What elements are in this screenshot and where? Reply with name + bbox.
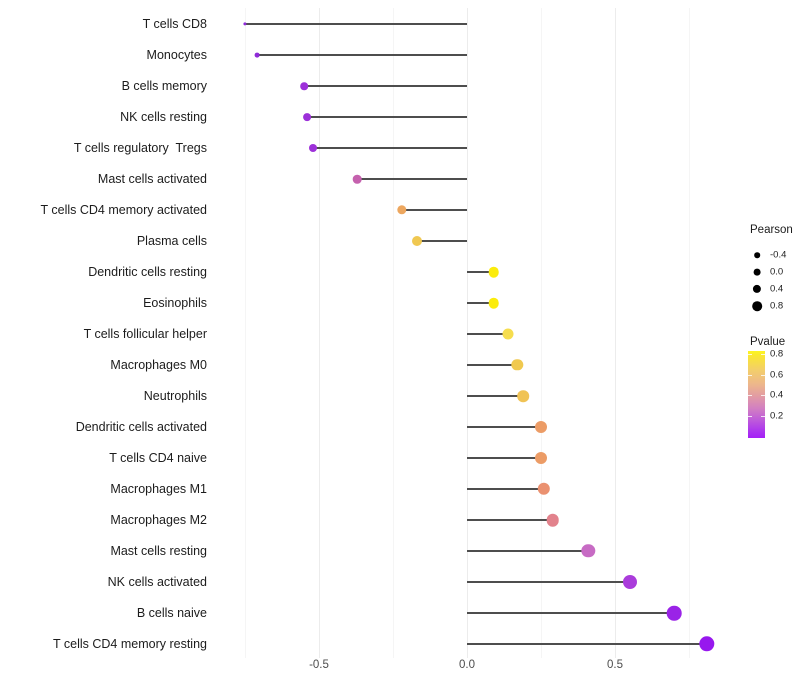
lollipop-stem — [357, 178, 467, 180]
size-legend-dot — [754, 252, 760, 258]
gridline-major — [319, 8, 320, 658]
colorbar-tick — [761, 375, 765, 376]
size-legend-title: Pearson — [750, 224, 793, 236]
category-label: T cells CD4 memory resting — [53, 637, 207, 651]
lollipop-dot — [411, 236, 422, 246]
lollipop-stem — [467, 302, 494, 304]
lollipop-dot — [622, 575, 637, 589]
lollipop-dot — [303, 113, 312, 121]
lollipop-dot — [309, 144, 318, 152]
lollipop-dot — [502, 328, 514, 340]
lollipop-stem — [467, 488, 544, 490]
category-label: T cells CD4 naive — [109, 451, 207, 465]
lollipop-dot — [243, 22, 247, 26]
category-label: NK cells activated — [107, 575, 207, 589]
lollipop-stem — [467, 271, 494, 273]
lollipop-dot — [546, 513, 560, 527]
x-axis-tick-label: -0.5 — [309, 659, 329, 671]
category-label: T cells CD4 memory activated — [40, 203, 208, 217]
lollipop-stem — [467, 457, 541, 459]
category-label: Mast cells resting — [110, 544, 207, 558]
lollipop-dot — [535, 452, 547, 464]
lollipop-stem — [307, 116, 467, 118]
colorbar-tick — [761, 354, 765, 355]
colorbar-tick — [748, 416, 752, 417]
lollipop-stem — [467, 581, 630, 583]
colorbar-tick — [761, 416, 765, 417]
gridline-minor — [245, 8, 246, 658]
lollipop-stem — [467, 395, 524, 397]
lollipop-stem — [245, 23, 467, 25]
lollipop-dot — [353, 174, 362, 184]
category-label: Mast cells activated — [97, 172, 207, 186]
lollipop-stem — [467, 519, 553, 521]
lollipop-dot — [666, 605, 682, 621]
lollipop-stem — [467, 426, 541, 428]
size-legend-dot — [753, 268, 761, 276]
category-label: Monocytes — [146, 48, 207, 62]
category-label: Plasma cells — [136, 234, 207, 248]
category-label: Dendritic cells resting — [88, 265, 207, 279]
category-label: NK cells resting — [120, 110, 207, 124]
category-label: T cells CD8 — [142, 17, 207, 31]
lollipop-stem — [304, 85, 467, 87]
category-label: Dendritic cells activated — [75, 420, 207, 434]
lollipop-dot — [581, 544, 596, 558]
lollipop-dot — [488, 297, 499, 309]
category-label: B cells memory — [121, 79, 207, 93]
pvalue-colorbar — [748, 351, 765, 438]
lollipop-stem — [467, 333, 509, 335]
size-legend-dot — [752, 301, 762, 311]
lollipop-dot — [517, 390, 530, 402]
category-label: B cells naive — [136, 606, 207, 620]
colorbar-label: 0.2 — [770, 410, 784, 422]
gridline-major — [615, 8, 616, 658]
lollipop-stem — [467, 612, 675, 614]
colorbar-tick — [748, 354, 752, 355]
size-legend-label: 0.8 — [770, 300, 784, 312]
lollipop-dot — [488, 266, 499, 278]
size-legend-label: 0.4 — [770, 283, 784, 295]
lollipop-dot — [511, 359, 524, 371]
gridline-minor — [689, 8, 690, 658]
colorbar-tick — [761, 395, 765, 396]
lollipop-stem — [467, 550, 589, 552]
x-axis-tick-label: 0.5 — [607, 659, 623, 671]
category-label: T cells regulatory Tregs — [73, 141, 207, 155]
colorbar-tick — [748, 395, 752, 396]
size-legend-label: 0.0 — [770, 266, 784, 278]
x-axis-tick-label: 0.0 — [459, 659, 475, 671]
lollipop-dot — [397, 205, 407, 215]
gridline-minor — [541, 8, 542, 658]
gridline-minor — [393, 8, 394, 658]
category-label: T cells follicular helper — [83, 327, 207, 341]
lollipop-dot — [699, 636, 715, 652]
lollipop-stem — [467, 364, 518, 366]
lollipop-stem — [256, 54, 467, 56]
lollipop-dot — [254, 52, 260, 58]
lollipop-stem — [467, 643, 707, 645]
category-label: Macrophages M2 — [110, 513, 207, 527]
lollipop-dot — [535, 421, 547, 433]
category-label: Neutrophils — [143, 389, 207, 403]
size-legend-dot — [752, 284, 762, 294]
lollipop-stem — [416, 240, 467, 242]
size-legend-label: -0.4 — [770, 249, 787, 261]
colorbar-label: 0.6 — [770, 369, 784, 381]
colorbar-label: 0.4 — [770, 389, 784, 401]
lollipop-dot — [537, 482, 551, 496]
colorbar-label: 0.8 — [770, 348, 784, 360]
lollipop-dot — [300, 82, 308, 90]
color-legend-title: Pvalue — [750, 336, 786, 348]
lollipop-stem — [401, 209, 467, 211]
colorbar-tick — [748, 375, 752, 376]
lollipop-stem — [313, 147, 467, 149]
category-label: Macrophages M0 — [110, 358, 207, 372]
category-label: Eosinophils — [143, 296, 207, 310]
category-label: Macrophages M1 — [110, 482, 207, 496]
